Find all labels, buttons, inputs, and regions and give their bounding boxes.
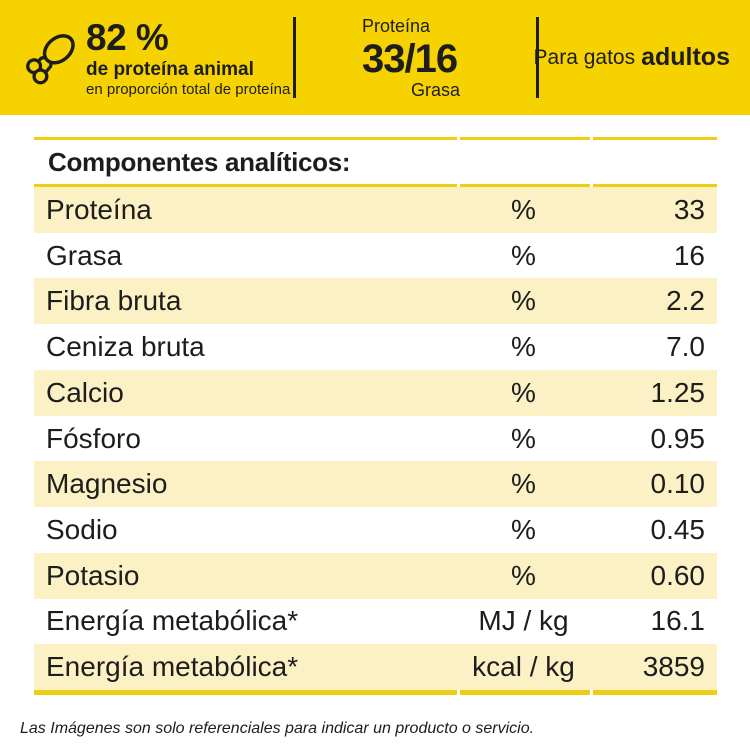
row-value: 0.95: [650, 422, 706, 454]
table-row: Proteína % 33: [34, 187, 717, 233]
table-row: Calcio % 1.25: [34, 369, 717, 416]
table-row: Energía metabólica* MJ / kg 16.1: [34, 599, 717, 645]
ratio-fat-label: Grasa: [410, 79, 460, 100]
table-row: Fósforo % 0.95: [34, 416, 717, 462]
row-unit: %: [511, 239, 536, 271]
image-disclaimer: Las Imágenes son solo referenciales para…: [20, 720, 535, 737]
row-label: Potasio: [46, 559, 140, 591]
table-bottom-rule: [34, 690, 717, 695]
row-unit: %: [511, 193, 536, 225]
row-unit: %: [511, 514, 536, 545]
analytical-components-table: Componentes analíticos: Proteína % 33 Gr…: [34, 137, 717, 695]
row-value: 33: [673, 193, 705, 225]
row-label: Sodio: [46, 514, 118, 545]
ratio-protein-label: Proteína: [362, 16, 431, 36]
row-unit: %: [511, 468, 536, 500]
row-label: Fibra bruta: [46, 285, 182, 317]
row-label: Ceniza bruta: [46, 331, 205, 363]
row-label: Energía metabólica*: [46, 651, 299, 683]
row-unit: kcal / kg: [472, 651, 575, 683]
row-value: 16.1: [650, 605, 706, 637]
table-title-row: Componentes analíticos:: [34, 140, 717, 184]
table-header-rule: [34, 184, 717, 187]
row-value: 2.2: [666, 285, 705, 317]
audience-type: adultos: [641, 43, 730, 71]
audience-label: Para gatos adultos: [534, 0, 730, 115]
row-label: Magnesio: [46, 468, 168, 500]
row-unit: MJ / kg: [478, 605, 569, 637]
ratio-value: 33/16: [362, 36, 458, 81]
animal-protein-percent: 82 %: [86, 16, 169, 58]
row-unit: %: [511, 331, 536, 363]
table-row: Grasa % 16: [34, 233, 717, 279]
row-value: 7.0: [666, 331, 705, 363]
animal-protein-badge: 82 % de proteína animal en proporción to…: [24, 0, 290, 115]
table-title: Componentes analíticos:: [48, 146, 351, 177]
row-label: Grasa: [46, 239, 123, 271]
row-label: Energía metabólica*: [46, 605, 299, 637]
row-unit: %: [511, 422, 536, 454]
row-label: Calcio: [46, 376, 124, 408]
table-row: Energía metabólica* kcal / kg 3859: [34, 644, 717, 691]
table-row: Fibra bruta % 2.2: [34, 278, 717, 325]
table-row: Potasio % 0.60: [34, 552, 717, 599]
table-row: Ceniza bruta % 7.0: [34, 324, 717, 370]
row-value: 0.45: [650, 514, 706, 545]
row-value: 0.60: [650, 559, 706, 591]
drumstick-icon: [26, 33, 75, 84]
band-divider-right: [536, 17, 539, 98]
table-top-rule: [34, 137, 717, 140]
row-label: Proteína: [46, 193, 152, 225]
row-value: 16: [673, 239, 705, 271]
animal-protein-sublabel: en proporción total de proteína: [86, 80, 291, 98]
table-row: Magnesio % 0.10: [34, 461, 717, 508]
row-unit: %: [511, 559, 536, 591]
band-divider-left: [293, 17, 296, 98]
row-value: 3859: [642, 651, 705, 683]
row-label: Fósforo: [46, 422, 141, 454]
protein-fat-ratio-badge: Proteína 33/16 Grasa: [362, 16, 460, 101]
row-unit: %: [511, 285, 536, 317]
table-rows: Proteína % 33 Grasa % 16 Fibra bruta % 2…: [34, 187, 717, 691]
audience-prefix: Para gatos: [533, 45, 636, 69]
animal-protein-label: de proteína animal: [86, 58, 254, 80]
row-value: 0.10: [650, 468, 706, 500]
table-row: Sodio % 0.45: [34, 507, 717, 553]
product-highlight-band: 82 % de proteína animal en proporción to…: [0, 0, 750, 115]
row-unit: %: [511, 376, 536, 408]
row-value: 1.25: [650, 376, 706, 408]
